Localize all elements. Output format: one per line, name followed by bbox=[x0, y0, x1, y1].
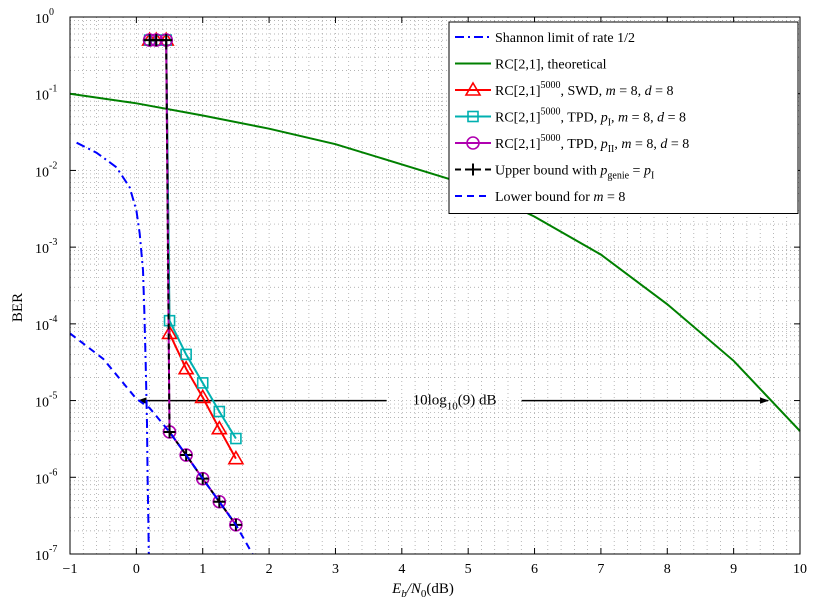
x-tick-label: 0 bbox=[133, 562, 140, 577]
series-line-lower bbox=[69, 332, 254, 555]
data-point bbox=[466, 136, 480, 150]
series-tpd2 bbox=[142, 33, 243, 532]
annotation-label: 10log10(9) dB bbox=[413, 393, 497, 413]
y-tick-label: 10-7 bbox=[35, 544, 57, 564]
series-tpd1 bbox=[143, 34, 242, 445]
series-line-theoretical bbox=[69, 92, 801, 432]
data-point bbox=[163, 425, 176, 438]
legend-item-tpd1: RC[2,1]5000, TPD, pI, m = 8, d = 8 bbox=[455, 107, 686, 129]
annotation: 10log10(9) dB bbox=[137, 393, 770, 413]
x-tick-label: 3 bbox=[332, 562, 339, 577]
grid bbox=[69, 16, 801, 555]
data-point bbox=[213, 495, 226, 508]
series-line-shannon bbox=[76, 141, 150, 555]
y-tick-label: 10-4 bbox=[35, 314, 57, 334]
legend-label: RC[2,1]5000, TPD, pII, m = 8, d = 8 bbox=[495, 133, 689, 155]
y-tick-label: 10-5 bbox=[35, 391, 57, 411]
plot-frame bbox=[69, 16, 801, 555]
series-lower bbox=[69, 332, 254, 555]
x-tick-label: 10 bbox=[793, 562, 807, 577]
legend-item-theoretical: RC[2,1], theoretical bbox=[455, 58, 607, 73]
data-point bbox=[180, 348, 192, 361]
legend-label: RC[2,1]5000, SWD, m = 8, d = 8 bbox=[495, 80, 674, 99]
y-tick-label: 10-1 bbox=[35, 84, 57, 104]
x-tick-label: 8 bbox=[664, 562, 671, 577]
y-axis-label: BER bbox=[10, 293, 26, 322]
legend-item-swd: RC[2,1]5000, SWD, m = 8, d = 8 bbox=[455, 80, 674, 99]
y-tick-label: 10-3 bbox=[35, 237, 57, 257]
series-swd bbox=[141, 31, 245, 465]
data-point bbox=[467, 163, 479, 176]
series-theoretical bbox=[69, 92, 801, 432]
axis-ticks: −1 0 1 2 3 4 5 6 7 8 9 10 100 10-1 10-2 10-3 10-4 10-5 10-… bbox=[35, 7, 807, 577]
x-axis-label: Eb/N0(dB) bbox=[391, 581, 454, 600]
x-tick-label: 4 bbox=[398, 562, 405, 577]
x-tick-label: 1 bbox=[199, 562, 206, 577]
series-line-swd bbox=[149, 39, 237, 460]
x-tick-label: 9 bbox=[730, 562, 737, 577]
series-line-upper bbox=[149, 39, 237, 526]
axis-labels: Eb/N0(dB) BER bbox=[10, 293, 454, 600]
legend-item-upper: Upper bound with pgenie = pI bbox=[455, 163, 654, 182]
data-point bbox=[194, 388, 212, 404]
legend-item-tpd2: RC[2,1]5000, TPD, pII, m = 8, d = 8 bbox=[455, 133, 689, 155]
y-tick-label: 10-6 bbox=[35, 467, 57, 487]
x-tick-label: 7 bbox=[597, 562, 604, 577]
data-point bbox=[230, 432, 242, 445]
data-point bbox=[177, 360, 195, 375]
y-tick-label: 10-2 bbox=[35, 160, 57, 180]
x-tick-label: −1 bbox=[63, 562, 78, 577]
data-point bbox=[464, 81, 482, 96]
series-shannon bbox=[76, 141, 150, 555]
legend-label: Lower bound for m = 8 bbox=[495, 190, 625, 205]
series-group bbox=[69, 31, 801, 555]
data-point bbox=[196, 377, 209, 389]
x-tick-label: 2 bbox=[266, 562, 273, 577]
legend-label: RC[2,1]5000, TPD, pI, m = 8, d = 8 bbox=[495, 107, 686, 129]
data-point bbox=[227, 450, 245, 465]
data-point bbox=[160, 34, 173, 47]
legend-box bbox=[448, 21, 799, 214]
legend-item-lower: Lower bound for m = 8 bbox=[455, 190, 625, 205]
x-tick-label: 6 bbox=[531, 562, 538, 577]
y-tick-label: 100 bbox=[35, 7, 54, 27]
legend: Shannon limit of rate 1/2 RC[2,1], theore… bbox=[448, 21, 799, 214]
data-point bbox=[213, 405, 226, 418]
legend-label: RC[2,1], theoretical bbox=[495, 58, 607, 73]
data-point bbox=[210, 420, 228, 435]
legend-item-shannon: Shannon limit of rate 1/2 bbox=[455, 31, 635, 46]
legend-label: Upper bound with pgenie = pI bbox=[495, 164, 654, 182]
legend-label: Shannon limit of rate 1/2 bbox=[495, 31, 635, 46]
data-point bbox=[467, 110, 479, 123]
x-tick-label: 5 bbox=[465, 562, 472, 577]
